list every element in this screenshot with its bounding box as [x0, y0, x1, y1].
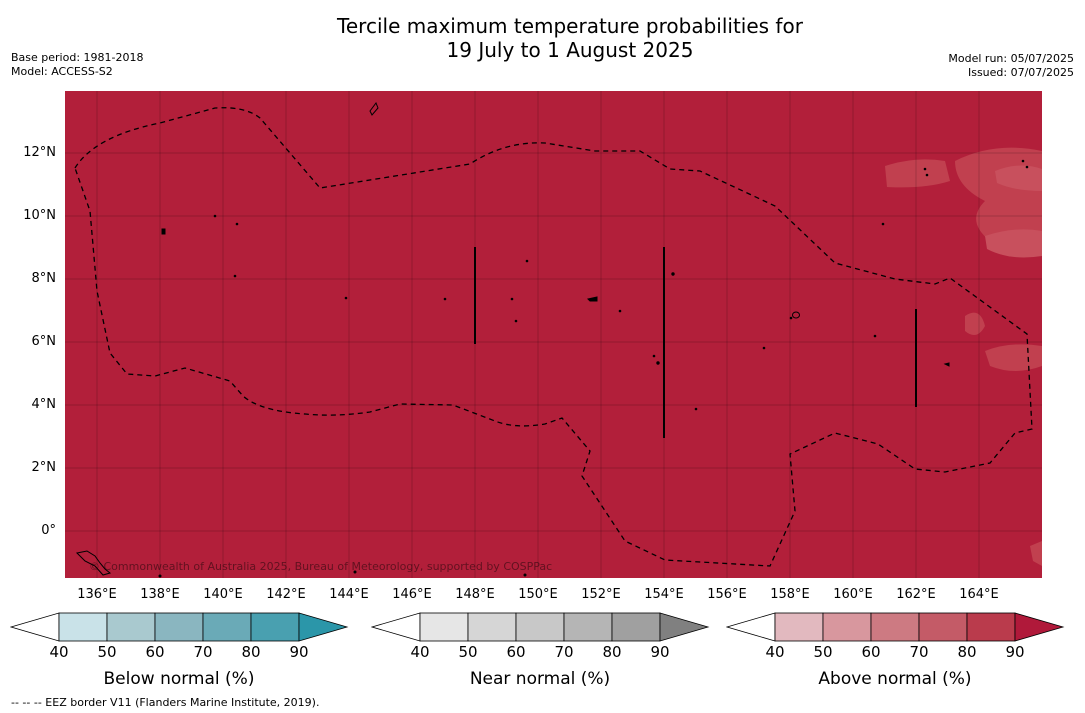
y-tick: 8°N [31, 271, 57, 286]
colorbar-extend-low [726, 612, 776, 642]
colorbar-extend-high [298, 612, 349, 642]
colorbar-bin [467, 612, 517, 642]
x-tick: 154°E [644, 587, 684, 602]
base-period: Base period: 1981-2018 [11, 51, 144, 64]
x-tick: 140°E [203, 587, 243, 602]
colorbar-title-above: Above normal (%) [818, 669, 972, 689]
colorbar-extend-high [659, 612, 710, 642]
colorbar-bin [58, 612, 108, 642]
colorbar-extend-high [1014, 612, 1065, 642]
colorbar-tick-label: 60 [506, 643, 526, 661]
colorbar-title-below: Below normal (%) [103, 669, 255, 689]
x-tick: 138°E [140, 587, 180, 602]
island-chain-lines [474, 247, 917, 438]
model-run: Model run: 05/07/2025 [948, 52, 1074, 65]
title-line-2: 19 July to 1 August 2025 [446, 38, 694, 62]
colorbar-bin [154, 612, 204, 642]
y-tick: 6°N [31, 334, 57, 349]
colorbar-bin [563, 612, 613, 642]
colorbar-bin [106, 612, 156, 642]
colorbar-tick-label: 80 [241, 643, 261, 661]
y-tick: 0° [41, 523, 56, 538]
probability-field [65, 91, 1042, 578]
meta-left: Base period: 1981-2018 Model: ACCESS-S2 [11, 51, 143, 79]
colorbar-bin [870, 612, 920, 642]
colorbar-bin [611, 612, 661, 642]
colorbar-bin [515, 612, 565, 642]
title-line-1: Tercile maximum temperature probabilitie… [337, 14, 803, 38]
x-tick: 136°E [77, 587, 117, 602]
colorbar-tick-label: 90 [1005, 643, 1025, 661]
graticule [65, 91, 1042, 578]
x-tick: 162°E [896, 587, 936, 602]
x-tick: 142°E [266, 587, 306, 602]
colorbar-tick-label: 40 [765, 643, 785, 661]
y-tick: 10°N [23, 208, 56, 223]
colorbar-tick-label: 80 [957, 643, 977, 661]
x-tick: 146°E [392, 587, 432, 602]
x-tick: 150°E [518, 587, 558, 602]
colorbar-tick-label: 40 [410, 643, 430, 661]
map-canvas: © Commonwealth of Australia 2025, Bureau… [65, 91, 1042, 578]
light-patch-inner [985, 165, 1042, 258]
colorbar-tick-label: 60 [145, 643, 165, 661]
colorbar-tick-label: 40 [49, 643, 69, 661]
colorbar-tick-label: 70 [554, 643, 574, 661]
colorbar-tick-label: 70 [193, 643, 213, 661]
colorbar-above-normal [726, 612, 1065, 642]
x-tick: 148°E [455, 587, 495, 602]
x-tick: 152°E [581, 587, 621, 602]
colorbar-bin [918, 612, 968, 642]
colorbar-tick-label: 90 [650, 643, 670, 661]
colorbar-bin [202, 612, 252, 642]
colorbar-extend-low [10, 612, 60, 642]
colorbar-tick-label: 60 [861, 643, 881, 661]
copyright-text: © Commonwealth of Australia 2025, Bureau… [89, 560, 552, 573]
colorbar-extend-low [371, 612, 421, 642]
y-tick: 2°N [31, 460, 57, 475]
x-tick: 156°E [707, 587, 747, 602]
x-tick: 158°E [770, 587, 810, 602]
island-marks [75, 101, 1029, 578]
colorbar-tick-label: 50 [458, 643, 478, 661]
colorbar-bin [966, 612, 1016, 642]
map-title: Tercile maximum temperature probabilitie… [0, 14, 1085, 62]
y-tick: 12°N [23, 145, 56, 160]
x-tick: 164°E [959, 587, 999, 602]
colorbar-near-normal [371, 612, 710, 642]
y-tick: 4°N [31, 397, 57, 412]
x-tick: 160°E [833, 587, 873, 602]
eez-footnote: -- -- -- EEZ border V11 (Flanders Marine… [11, 696, 320, 709]
colorbar-bin [419, 612, 469, 642]
colorbar-tick-label: 50 [813, 643, 833, 661]
colorbar-bin [822, 612, 872, 642]
model-name: Model: ACCESS-S2 [11, 65, 113, 78]
x-tick: 144°E [329, 587, 369, 602]
meta-right: Model run: 05/07/2025 Issued: 07/07/2025 [948, 52, 1074, 80]
colorbar-tick-label: 70 [909, 643, 929, 661]
colorbar-bin [774, 612, 824, 642]
colorbar-tick-label: 50 [97, 643, 117, 661]
colorbar-title-near: Near normal (%) [469, 669, 611, 689]
colorbar-tick-label: 90 [289, 643, 309, 661]
colorbar-bin [250, 612, 300, 642]
colorbar-below-normal [10, 612, 349, 642]
map-panel: © Commonwealth of Australia 2025, Bureau… [65, 91, 1042, 578]
issued-date: Issued: 07/07/2025 [967, 66, 1074, 79]
eez-border [74, 107, 1033, 567]
colorbar-tick-label: 80 [602, 643, 622, 661]
